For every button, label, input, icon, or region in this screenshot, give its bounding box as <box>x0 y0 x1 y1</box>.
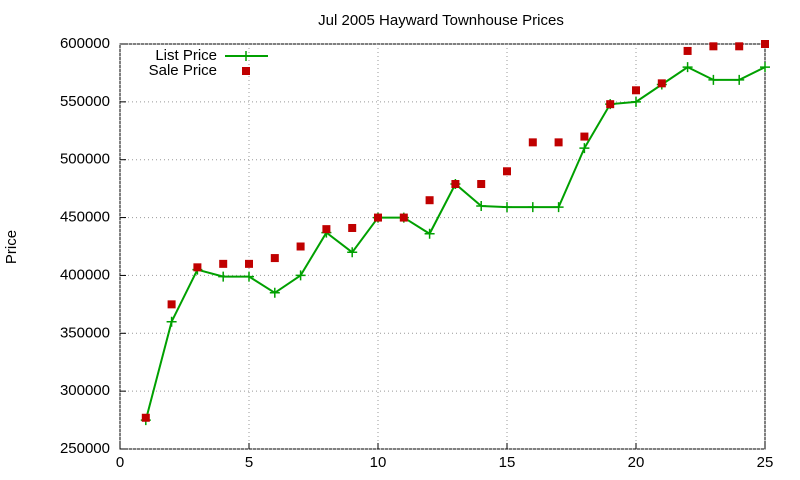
point-marker <box>579 143 590 154</box>
point-marker <box>425 196 434 205</box>
point-marker <box>502 202 512 213</box>
point-marker <box>631 96 641 107</box>
point-marker <box>270 254 279 263</box>
point-marker <box>193 263 202 272</box>
y-tick-label: 450000 <box>60 209 110 226</box>
point-marker <box>735 42 744 51</box>
point-marker <box>528 138 537 147</box>
point-marker <box>167 300 176 309</box>
point-marker <box>657 79 666 88</box>
point-marker <box>580 132 589 141</box>
point-marker <box>682 62 693 73</box>
x-tick-label: 10 <box>370 454 387 471</box>
point-marker <box>709 42 718 51</box>
y-tick-label: 300000 <box>60 382 110 399</box>
x-tick-label: 25 <box>757 454 774 471</box>
x-tick-label: 0 <box>116 454 124 471</box>
y-tick-label: 350000 <box>60 324 110 341</box>
plot-frame <box>119 43 766 450</box>
x-tick-label: 5 <box>245 454 253 471</box>
point-marker <box>322 225 331 234</box>
legend-marker <box>242 67 250 75</box>
x-tick-label: 20 <box>628 454 645 471</box>
point-marker <box>527 202 538 213</box>
point-marker <box>219 259 228 268</box>
y-tick-label: 400000 <box>60 266 110 283</box>
x-tick-label: 15 <box>499 454 516 471</box>
point-marker <box>348 223 357 232</box>
point-marker <box>683 46 692 55</box>
y-tick-label: 550000 <box>60 93 110 110</box>
y-tick-label: 250000 <box>60 440 110 457</box>
point-marker <box>295 270 306 281</box>
point-marker <box>477 180 486 189</box>
point-marker <box>424 228 435 239</box>
y-tick-label: 500000 <box>60 151 110 168</box>
point-marker <box>347 247 358 258</box>
point-marker <box>296 242 305 251</box>
point-marker <box>708 74 719 85</box>
point-marker <box>503 167 511 176</box>
legend-label: Sale Price <box>149 62 217 79</box>
point-marker <box>632 86 640 95</box>
point-marker <box>374 213 382 222</box>
point-marker <box>553 202 564 213</box>
point-marker <box>244 271 254 282</box>
point-marker <box>166 316 177 327</box>
point-marker <box>399 213 408 222</box>
point-marker <box>218 271 229 282</box>
point-marker <box>761 40 769 48</box>
legend-marker <box>241 51 251 61</box>
series-line <box>144 65 766 421</box>
y-tick-label: 600000 <box>60 35 110 52</box>
point-marker <box>476 201 487 211</box>
point-marker <box>451 180 460 189</box>
point-marker <box>734 74 745 85</box>
legend-label: List Price <box>155 47 217 64</box>
point-marker <box>554 138 563 147</box>
chart-title: Jul 2005 Hayward Townhouse Prices <box>318 12 564 29</box>
point-marker <box>141 413 150 422</box>
y-axis-label: Price <box>3 230 20 264</box>
point-marker <box>606 100 615 109</box>
point-marker <box>245 259 253 268</box>
point-marker <box>760 62 770 73</box>
point-marker <box>269 287 280 298</box>
